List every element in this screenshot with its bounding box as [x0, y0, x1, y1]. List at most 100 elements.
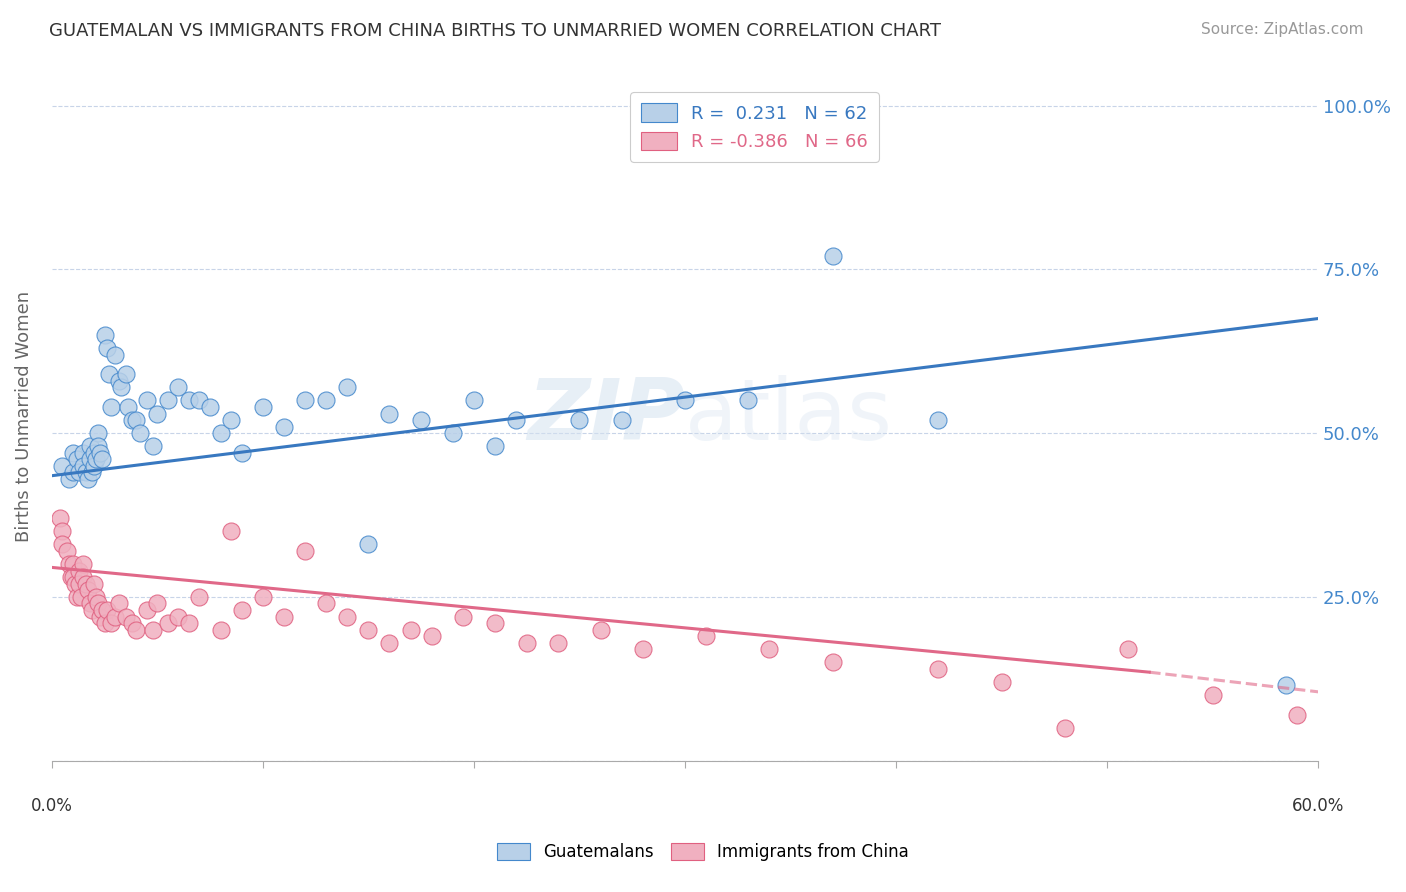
Point: [294, 393, 316, 408]
Point: [167, 380, 190, 394]
Point: [505, 413, 527, 427]
Point: [177, 393, 200, 408]
Point: [252, 400, 274, 414]
Point: [146, 596, 169, 610]
Point: [219, 524, 242, 539]
Point: [51, 537, 73, 551]
Point: [76, 472, 98, 486]
Point: [67, 576, 90, 591]
Point: [378, 407, 401, 421]
Point: [135, 603, 157, 617]
Point: [336, 609, 359, 624]
Point: [1201, 688, 1223, 702]
Point: [79, 439, 101, 453]
Legend: R =  0.231   N = 62, R = -0.386   N = 66: R = 0.231 N = 62, R = -0.386 N = 66: [630, 92, 879, 161]
Point: [336, 380, 359, 394]
Point: [125, 413, 148, 427]
Point: [59, 570, 82, 584]
Point: [72, 446, 94, 460]
Point: [357, 537, 380, 551]
Point: [93, 616, 115, 631]
Point: [378, 636, 401, 650]
Point: [100, 400, 122, 414]
Point: [96, 341, 118, 355]
Point: [252, 590, 274, 604]
Point: [357, 623, 380, 637]
Point: [142, 623, 165, 637]
Point: [84, 452, 107, 467]
Point: [441, 426, 464, 441]
Point: [758, 642, 780, 657]
Point: [484, 616, 506, 631]
Point: [70, 590, 93, 604]
Point: [93, 327, 115, 342]
Point: [399, 623, 422, 637]
Point: [821, 249, 844, 263]
Point: [695, 629, 717, 643]
Point: [156, 616, 179, 631]
Point: [610, 413, 633, 427]
Point: [89, 609, 111, 624]
Text: 0.0%: 0.0%: [31, 797, 73, 814]
Point: [62, 466, 84, 480]
Point: [84, 590, 107, 604]
Point: [315, 393, 337, 408]
Point: [167, 609, 190, 624]
Point: [66, 452, 89, 467]
Point: [87, 426, 110, 441]
Point: [142, 439, 165, 453]
Point: [219, 413, 242, 427]
Point: [67, 466, 90, 480]
Point: [927, 413, 949, 427]
Point: [89, 446, 111, 460]
Point: [568, 413, 591, 427]
Point: [121, 616, 143, 631]
Point: [990, 675, 1012, 690]
Point: [231, 603, 253, 617]
Point: [110, 380, 132, 394]
Point: [231, 446, 253, 460]
Point: [75, 576, 97, 591]
Point: [156, 393, 179, 408]
Point: [1053, 721, 1076, 735]
Point: [96, 603, 118, 617]
Point: [737, 393, 759, 408]
Point: [1275, 678, 1298, 692]
Text: ZIP: ZIP: [527, 376, 685, 458]
Point: [49, 511, 72, 525]
Point: [100, 616, 122, 631]
Point: [58, 557, 80, 571]
Point: [516, 636, 538, 650]
Point: [273, 609, 295, 624]
Point: [80, 603, 103, 617]
Point: [273, 419, 295, 434]
Point: [114, 609, 136, 624]
Point: [135, 393, 157, 408]
Point: [484, 439, 506, 453]
Point: [72, 570, 94, 584]
Point: [108, 374, 131, 388]
Point: [209, 426, 232, 441]
Y-axis label: Births to Unmarried Women: Births to Unmarried Women: [15, 291, 32, 542]
Point: [117, 400, 139, 414]
Point: [188, 393, 211, 408]
Point: [188, 590, 211, 604]
Point: [62, 557, 84, 571]
Point: [463, 393, 485, 408]
Legend: Guatemalans, Immigrants from China: Guatemalans, Immigrants from China: [491, 836, 915, 868]
Point: [104, 347, 127, 361]
Point: [75, 466, 97, 480]
Point: [114, 368, 136, 382]
Point: [91, 452, 114, 467]
Point: [821, 656, 844, 670]
Point: [76, 583, 98, 598]
Point: [80, 466, 103, 480]
Point: [72, 458, 94, 473]
Point: [420, 629, 443, 643]
Point: [927, 662, 949, 676]
Point: [62, 570, 84, 584]
Point: [125, 623, 148, 637]
Point: [51, 524, 73, 539]
Point: [1285, 707, 1308, 722]
Point: [66, 590, 89, 604]
